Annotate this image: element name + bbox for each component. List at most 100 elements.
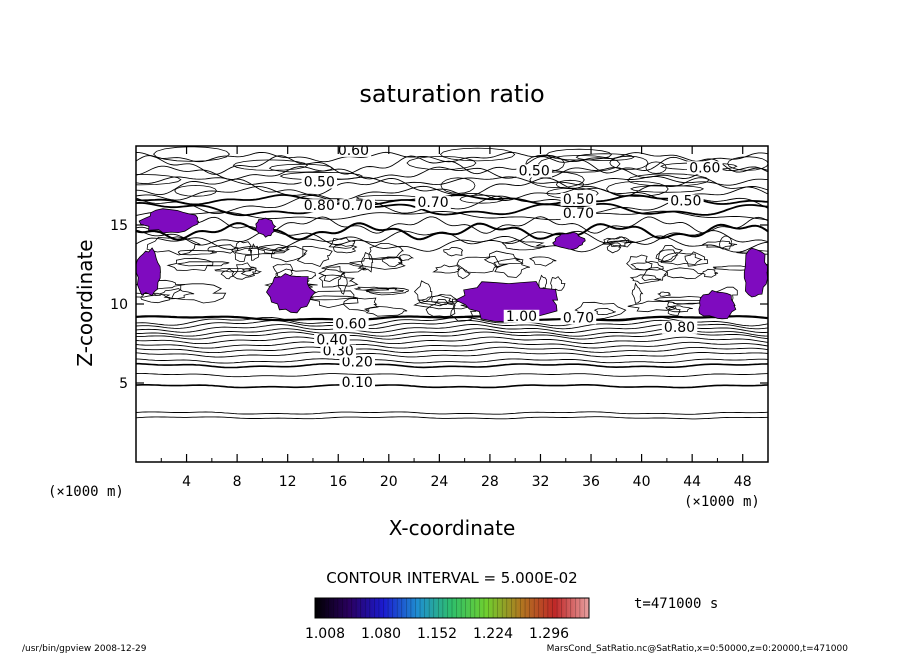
contour-loop bbox=[626, 254, 653, 271]
contour-loop bbox=[304, 290, 359, 309]
colorbar-tick-label-1: 1.080 bbox=[361, 626, 401, 642]
contour-loop-upper bbox=[645, 161, 667, 174]
x-tick-label-0: 4 bbox=[182, 474, 191, 490]
y-axis-ticks: 5 10 15 bbox=[110, 218, 768, 392]
contour-loop bbox=[413, 300, 471, 310]
contour-loop-upper bbox=[406, 155, 477, 171]
colorbar-tick-labels: 1.008 1.080 1.152 1.224 1.296 bbox=[305, 626, 569, 642]
contour-loop bbox=[601, 236, 632, 247]
contour-loop-upper bbox=[727, 156, 768, 171]
contour-label-1: 0.20 bbox=[342, 355, 373, 371]
contour-loop bbox=[655, 249, 679, 262]
contour-loop bbox=[425, 298, 456, 317]
contour-loop bbox=[271, 245, 308, 263]
contour-loop-upper bbox=[232, 159, 309, 171]
contour-loop bbox=[214, 268, 255, 273]
x-tick-label-9: 40 bbox=[633, 474, 651, 490]
x-tick-label-3: 16 bbox=[329, 474, 347, 490]
contour-loop bbox=[660, 252, 703, 266]
contour-line-mid bbox=[136, 216, 768, 234]
time-label: t=471000 s bbox=[634, 596, 718, 612]
y-axis-label: Z-coordinate bbox=[73, 239, 97, 366]
contour-line-lower bbox=[136, 341, 768, 349]
contour-label-0: 0.10 bbox=[342, 375, 373, 391]
contour-loop bbox=[457, 267, 471, 280]
contour-line-upper bbox=[136, 175, 768, 186]
contour-loop bbox=[413, 280, 433, 303]
contour-loop bbox=[343, 297, 379, 312]
contour-loop bbox=[353, 286, 390, 291]
contour-loop-upper bbox=[174, 184, 218, 197]
x-tick-label-2: 12 bbox=[279, 474, 297, 490]
contour-loop-upper bbox=[279, 171, 364, 181]
contour-label-13: 0.50 bbox=[563, 192, 594, 208]
contour-loop bbox=[528, 256, 557, 267]
contour-loop bbox=[736, 249, 768, 255]
supersaturated-region-0 bbox=[138, 208, 200, 234]
contour-line-lower bbox=[136, 416, 768, 420]
contour-loop bbox=[381, 256, 403, 268]
contour-loop bbox=[666, 267, 704, 280]
contour-loop bbox=[306, 295, 358, 301]
contour-line-upper bbox=[136, 194, 768, 206]
contour-loop-upper bbox=[546, 148, 613, 161]
contour-label-bg-8 bbox=[335, 146, 372, 157]
contour-label-14: 0.50 bbox=[670, 193, 701, 209]
contour-label-bg-2 bbox=[320, 344, 357, 358]
contour-line-lower bbox=[136, 336, 768, 345]
contour-line-lower bbox=[136, 351, 768, 358]
contour-label-bg-9 bbox=[301, 175, 338, 189]
contour-label-12: 0.70 bbox=[417, 195, 448, 211]
contour-loop bbox=[684, 251, 709, 267]
contour-label-8: 0.60 bbox=[338, 143, 369, 159]
contour-loop bbox=[631, 282, 644, 304]
contour-interval-text: CONTOUR INTERVAL = 5.000E-02 bbox=[326, 569, 577, 587]
contour-loop-upper bbox=[355, 194, 420, 201]
contour-label-2: 0.30 bbox=[323, 344, 354, 360]
supersaturated-region-4 bbox=[698, 290, 737, 320]
contour-loop bbox=[231, 240, 253, 262]
contour-loop-upper bbox=[268, 163, 334, 173]
contour-line-lower bbox=[136, 346, 768, 354]
colorbar-tick-label-3: 1.224 bbox=[473, 626, 513, 642]
supersaturated-region-7 bbox=[255, 217, 277, 238]
contour-loop bbox=[318, 266, 346, 282]
contour-label-bg-3 bbox=[314, 333, 350, 347]
contour-label-bg-5 bbox=[560, 311, 597, 325]
contour-line-upper bbox=[136, 210, 768, 221]
contour-label-bg-0 bbox=[339, 376, 375, 390]
contour-loop-upper bbox=[575, 153, 635, 162]
contour-line-lower bbox=[136, 384, 768, 389]
contour-line-mid bbox=[136, 222, 768, 241]
contour-loop-upper bbox=[529, 171, 585, 189]
contour-line-band bbox=[136, 315, 768, 322]
contour-label-bg-4 bbox=[333, 317, 369, 331]
contour-loop bbox=[719, 235, 733, 250]
x-tick-label-7: 32 bbox=[532, 474, 550, 490]
contour-loop bbox=[361, 252, 374, 273]
contour-loop bbox=[641, 267, 668, 282]
contour-loop bbox=[627, 300, 677, 313]
contour-line-lower bbox=[136, 372, 768, 378]
contour-loop bbox=[667, 306, 681, 316]
x-tick-label-8: 36 bbox=[582, 474, 600, 490]
contour-loop bbox=[363, 306, 408, 317]
contour-loop-upper bbox=[459, 194, 504, 204]
contour-line-mid bbox=[136, 229, 768, 246]
supersaturated-region-6 bbox=[552, 231, 586, 250]
contour-loop bbox=[333, 244, 358, 254]
x-tick-label-5: 24 bbox=[430, 474, 448, 490]
contour-loop bbox=[368, 242, 404, 261]
contour-loop bbox=[657, 291, 671, 297]
contour-line-lower bbox=[136, 358, 768, 364]
x-tick-label-1: 8 bbox=[233, 474, 242, 490]
contour-label-bg-11 bbox=[687, 161, 723, 175]
contour-line-upper bbox=[136, 165, 768, 180]
contour-label-bg-16 bbox=[301, 199, 338, 213]
supersaturated-region-2 bbox=[266, 273, 317, 314]
contour-line-upper bbox=[136, 151, 768, 163]
contour-loop bbox=[232, 262, 257, 280]
contour-loop bbox=[550, 276, 566, 292]
contour-label-bg-1 bbox=[339, 355, 375, 369]
contour-loop bbox=[171, 283, 227, 304]
